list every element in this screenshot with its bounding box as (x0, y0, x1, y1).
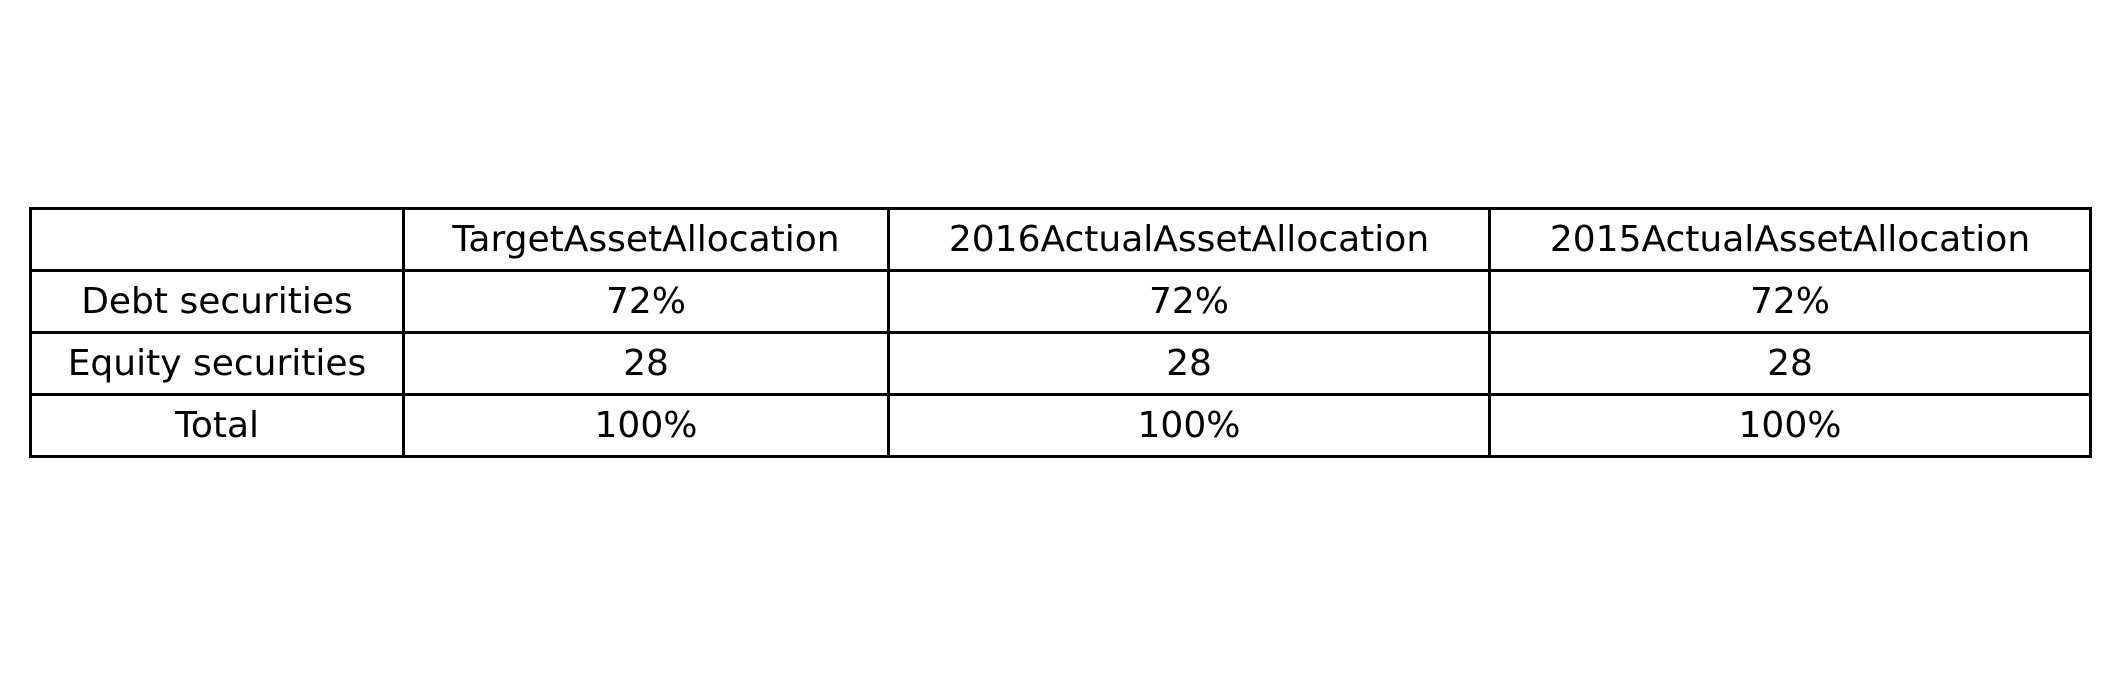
table-cell: 28 (887, 331, 1491, 396)
table-cell: 28 (402, 331, 890, 396)
table-cell: 72% (1488, 269, 2092, 334)
table-row-equity-securities: Equity securities 28 28 28 (29, 331, 2092, 396)
table-cell: 28 (1488, 331, 2092, 396)
table-row-debt-securities: Debt securities 72% 72% 72% (29, 269, 2092, 334)
table-cell: 100% (887, 393, 1491, 458)
table-cell: 72% (402, 269, 890, 334)
header-cell-2016-actual-allocation: 2016ActualAssetAllocation (887, 207, 1491, 272)
row-label-total: Total (29, 393, 405, 458)
header-row: TargetAssetAllocation 2016ActualAssetAll… (29, 207, 2092, 272)
asset-allocation-table: TargetAssetAllocation 2016ActualAssetAll… (29, 207, 2092, 458)
table-cell: 72% (887, 269, 1491, 334)
row-label-equity-securities: Equity securities (29, 331, 405, 396)
table-row-total: Total 100% 100% 100% (29, 393, 2092, 458)
header-cell-target-allocation: TargetAssetAllocation (402, 207, 890, 272)
row-label-debt-securities: Debt securities (29, 269, 405, 334)
table-cell: 100% (1488, 393, 2092, 458)
header-cell-2015-actual-allocation: 2015ActualAssetAllocation (1488, 207, 2092, 272)
table-cell: 100% (402, 393, 890, 458)
header-cell-empty (29, 207, 405, 272)
